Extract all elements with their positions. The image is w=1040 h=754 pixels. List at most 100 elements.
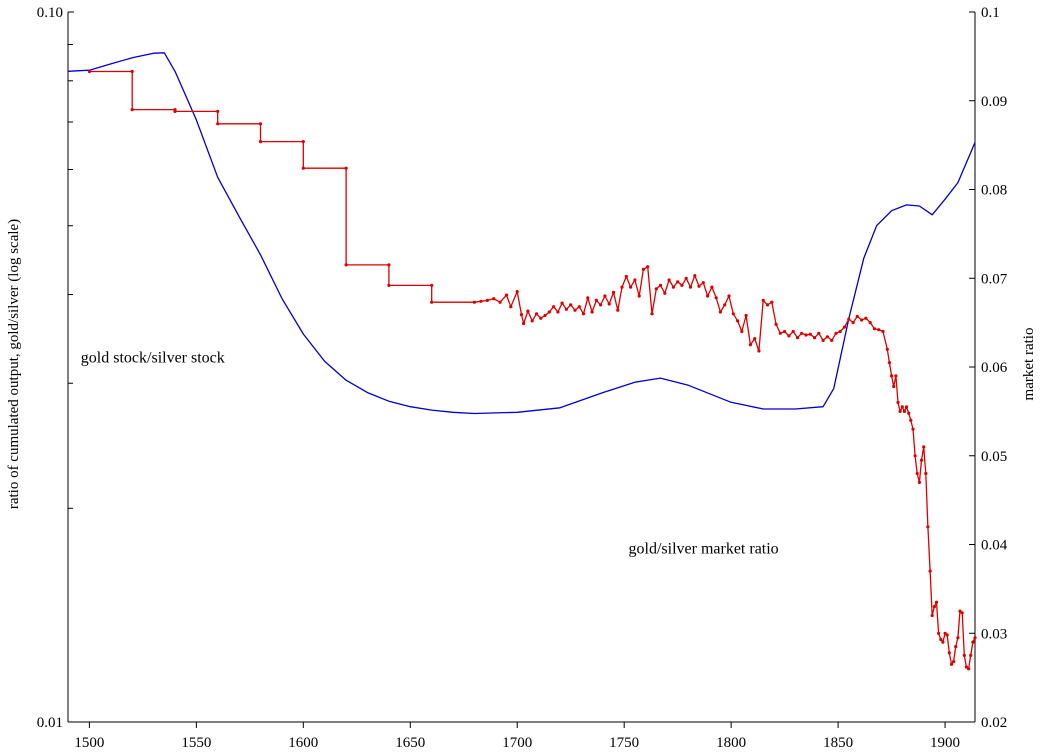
market_ratio-point [830,338,834,342]
market_ratio-point [534,312,539,316]
x-tick-label: 1550 [181,735,211,751]
market_ratio-point [344,263,348,267]
x-tick-label: 1600 [288,735,318,751]
market_ratio-point [838,329,842,334]
market_ratio-point [301,140,305,144]
y-right-tick-label: 0.03 [981,626,1007,642]
market_ratio-point [173,109,177,113]
market_ratio-point [676,280,680,284]
market_ratio-point [842,325,847,329]
market_ratio-point [569,303,573,307]
market_ratio-point [87,69,91,74]
market_ratio-point [937,631,941,635]
market_ratio-line [89,70,976,670]
market_ratio-point [671,285,676,289]
market_ratio-point [530,319,534,323]
market_ratio-point [637,294,641,298]
market_ratio-point [504,293,509,297]
y-left-tick-label: 0.01 [37,715,63,731]
axes: 1500 1550 1600 1650 1700 1750 1800 1850 1900 0.01… [37,5,1008,751]
market_ratio-point [913,454,917,458]
market_ratio-point [515,290,519,294]
market_ratio-point [934,600,939,604]
market_ratio-point [650,312,654,316]
market_ratio-point [919,458,924,462]
market_ratio-point [778,331,782,335]
market_ratio-point [971,640,975,644]
market_ratio-point [430,300,434,304]
x-tick-label: 1750 [609,735,639,751]
market_ratio-point [539,316,543,320]
market_ratio-point [301,166,305,170]
market_ratio-point [917,480,922,484]
x-tick-label: 1500 [74,735,104,751]
market_ratio-point [509,305,513,309]
market_ratio-point [701,281,705,285]
market_ratio-point [564,307,569,311]
market_ratio-point [522,321,526,326]
market_ratio-point [864,316,868,320]
market_ratio-point [834,331,838,335]
market_ratio-point [472,300,476,304]
market_ratio-point [344,166,348,170]
market_ratio-point [939,637,943,642]
market_ratio-point [603,294,607,298]
market_ratio-point [616,308,620,312]
market_ratio-point [930,613,934,618]
market_ratio-point [624,274,628,279]
market_ratio-point [911,427,915,431]
market_ratio-point [941,640,945,644]
market_ratio-point [714,296,718,300]
market_ratio-point [774,322,778,326]
market_ratio-point [581,312,586,316]
market_ratio-point [960,611,964,615]
market_ratio-point [813,336,817,340]
market_ratio-point [896,400,900,405]
market_ratio-point [748,343,753,347]
market_ratio-point [898,409,902,413]
y-right-tick-label: 0.08 [981,183,1007,199]
y-left-axis-title: ratio of cumulated output, gold/silver (… [6,219,22,509]
y-right-tick-label: 0.02 [981,715,1007,731]
market_ratio-point [877,328,881,332]
market_ratio-point [706,294,710,298]
market_ratio-point [663,291,667,295]
market_ratio-point [498,300,502,304]
market_ratio-point [693,274,697,278]
market_ratio-point [130,108,134,112]
market_ratio-point [825,335,830,339]
market_ratio-point [387,263,391,267]
market_ratio-point [969,653,973,658]
market_ratio-point [887,361,892,365]
market_ratio-point [740,329,744,334]
market_ratio-point [791,329,795,334]
market_ratio-point [216,109,220,113]
market_ratio-point [611,290,616,294]
market_ratio-point [130,69,134,74]
market_ratio-point [590,310,594,314]
market_ratio-point [872,327,877,331]
market_ratio-point [258,122,263,126]
market_ratio-point [485,298,489,302]
market_ratio-point [851,321,855,325]
market_ratio-point [688,285,693,289]
x-tick-label: 1650 [395,735,425,751]
market_ratio-point [795,336,800,340]
market_ratio-point [727,294,731,298]
market_ratio-point [430,283,434,287]
market_ratio-point [770,300,774,304]
market_ratio-point [547,310,551,314]
market_ratio-point [560,301,564,305]
market_ratio-point [556,310,560,314]
market_ratio-point [543,313,547,318]
market_ratio-point [907,411,911,415]
x-tick-label: 1800 [716,735,746,751]
market_ratio-point [808,332,812,336]
market_ratio-point [633,278,637,282]
market_ratio-point [909,418,913,422]
labels-layer: ratio of cumulated output, gold/silver (… [6,219,1037,558]
market_ratio-point [787,334,791,338]
market_ratio-point [868,321,872,325]
market_ratio-point [855,314,859,318]
market_ratio-point [881,329,885,334]
